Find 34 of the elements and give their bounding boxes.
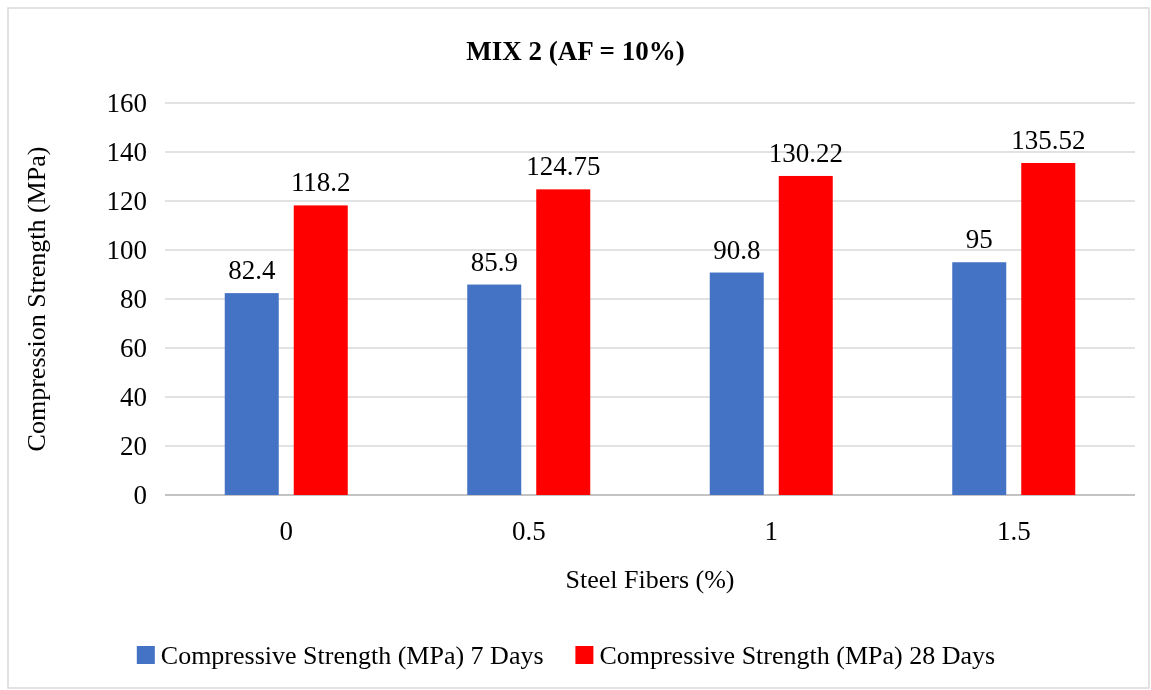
legend-label: Compressive Strength (MPa) 28 Days <box>599 641 996 671</box>
x-tick-label: 0.5 <box>511 516 546 546</box>
data-label: 95 <box>965 224 993 255</box>
data-label: 135.52 <box>1011 124 1086 155</box>
data-label: 124.75 <box>526 151 601 182</box>
x-axis-title: Steel Fibers (%) <box>565 565 735 594</box>
data-label: 85.9 <box>470 246 518 277</box>
y-tick-label: 160 <box>106 88 147 119</box>
y-tick-label: 100 <box>106 235 147 266</box>
x-tick-label: 1.5 <box>996 516 1031 546</box>
bar <box>224 293 279 495</box>
y-tick-label: 0 <box>133 480 147 511</box>
y-axis-title: Compression Strength (MPa) <box>22 146 51 452</box>
data-label: 130.22 <box>768 137 843 168</box>
bar <box>536 189 591 495</box>
chart-title: MIX 2 (AF = 10%) <box>466 36 685 66</box>
bar <box>467 284 522 495</box>
y-tick-label: 60 <box>120 333 147 364</box>
x-tick-label: 1 <box>764 516 778 546</box>
data-label: 118.2 <box>290 167 351 198</box>
bar <box>293 205 348 495</box>
bar <box>778 175 833 495</box>
bar <box>1021 162 1076 495</box>
data-label: 82.4 <box>228 255 276 286</box>
y-tick-label: 40 <box>120 382 147 413</box>
legend-label: Compressive Strength (MPa) 7 Days <box>160 641 544 671</box>
x-tick-label: 0 <box>279 516 293 546</box>
bar <box>709 272 764 495</box>
data-label: 90.8 <box>713 234 761 265</box>
y-tick-label: 120 <box>106 186 147 217</box>
y-tick-label: 20 <box>120 431 147 462</box>
bar <box>952 262 1007 495</box>
y-tick-label: 80 <box>120 284 147 315</box>
y-tick-label: 140 <box>106 137 147 168</box>
